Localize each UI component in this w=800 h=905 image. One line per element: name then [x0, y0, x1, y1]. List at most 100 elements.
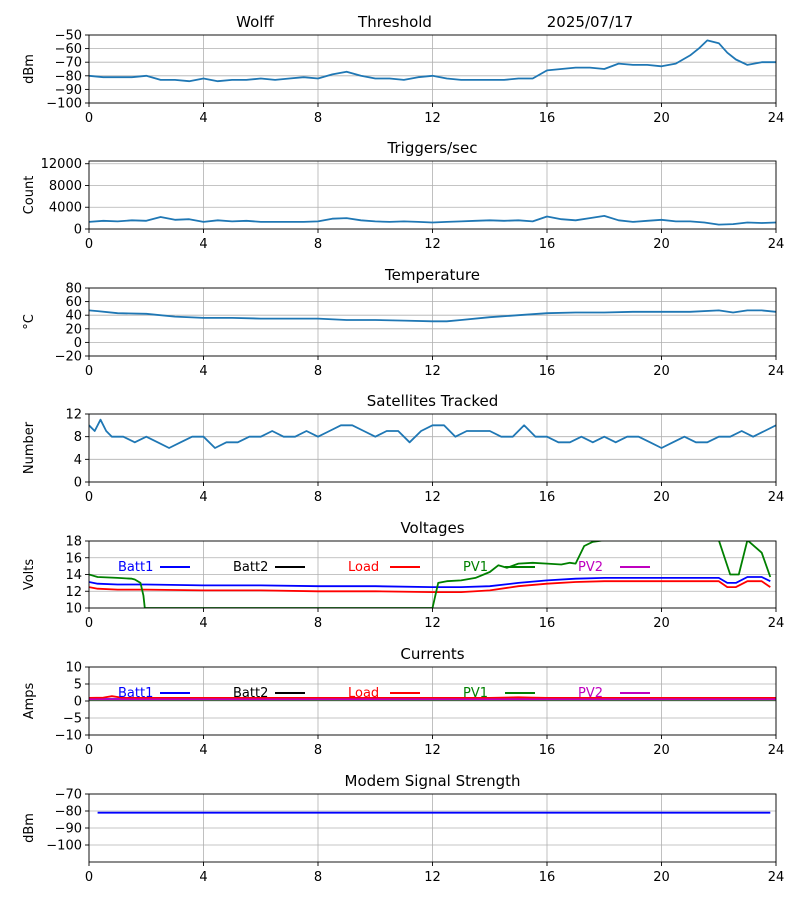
panel-satellites: 0 4 8 12 16 20 24 0 4 8 12 Number Satellites Tracked [22, 392, 784, 505]
series-line-0 [89, 214, 776, 226]
y-axis-label: Number [22, 421, 37, 474]
grid-lines [88, 34, 777, 104]
panel-title: Triggers/sec [387, 139, 478, 157]
legend-entry-batt2: Batt2 [233, 560, 305, 575]
mode-label: Threshold [357, 13, 432, 31]
x-tick-label: 20 [653, 490, 670, 505]
legend-label: Batt1 [118, 560, 153, 575]
y-tick-label: −70 [55, 56, 82, 71]
x-tick-label: 0 [85, 237, 93, 252]
legend-label: Load [348, 686, 379, 701]
date-label: 2025/07/17 [547, 13, 633, 31]
x-tick-label: 0 [85, 364, 93, 379]
x-tick-label: 24 [768, 743, 785, 758]
x-tick-label: 4 [199, 743, 207, 758]
legend-label: PV1 [463, 560, 488, 575]
x-tick-label: 16 [539, 743, 556, 758]
y-tick-label: 12 [65, 408, 82, 423]
x-tick-label: 8 [314, 364, 322, 379]
grid-lines [88, 666, 777, 736]
series-line-0 [89, 309, 776, 323]
panel-title: Temperature [384, 266, 480, 284]
x-tick-label: 4 [199, 490, 207, 505]
legend-entry-load: Load [348, 686, 420, 701]
station-name: Wolff [236, 13, 274, 31]
y-tick-label: −50 [55, 29, 82, 44]
x-tick-label: 4 [199, 237, 207, 252]
x-tick-label: 20 [653, 870, 670, 885]
grid-lines [88, 413, 777, 483]
legend-entry-batt1: Batt1 [118, 560, 190, 575]
x-tick-label: 8 [314, 237, 322, 252]
x-tick-label: 24 [768, 616, 785, 631]
grid-lines [88, 540, 777, 609]
y-tick-label: −20 [55, 350, 82, 365]
x-tick-label: 16 [539, 490, 556, 505]
y-tick-label: 0 [74, 476, 82, 491]
x-tick-label: 16 [539, 237, 556, 252]
y-axis-label: dBm [22, 813, 37, 843]
y-tick-label: 0 [74, 223, 82, 238]
y-tick-label: 8 [74, 430, 82, 445]
y-tick-label: −80 [55, 69, 82, 84]
y-tick-label: 4 [74, 453, 82, 468]
x-tick-label: 4 [199, 111, 207, 126]
y-tick-label: 40 [65, 309, 82, 324]
panel-title: Modem Signal Strength [345, 772, 521, 790]
x-tick-label: 8 [314, 870, 322, 885]
legend-entry-pv2: PV2 [578, 560, 650, 575]
legend-entry-load: Load [348, 560, 420, 575]
x-tick-label: 8 [314, 616, 322, 631]
panel-threshold: 0 4 8 12 16 20 24 −100−90−80−70−60−50 dBm [22, 29, 784, 127]
x-tick-label: 12 [424, 237, 441, 252]
y-tick-label: 16 [65, 551, 82, 566]
y-axis-label: Volts [22, 559, 37, 591]
y-tick-label: 18 [65, 535, 82, 550]
legend-entry-batt2: Batt2 [233, 686, 305, 701]
y-tick-label: 12000 [41, 157, 82, 172]
x-tick-label: 12 [424, 870, 441, 885]
series-line-load [89, 695, 776, 699]
panel-title: Currents [400, 645, 464, 663]
x-tick-label: 8 [314, 111, 322, 126]
x-tick-label: 16 [539, 111, 556, 126]
legend-entry-batt1: Batt1 [118, 686, 190, 701]
series-line-0 [89, 418, 776, 449]
series-line-0 [89, 39, 776, 83]
y-tick-label: −70 [55, 788, 82, 803]
legend-entry-pv1: PV1 [463, 686, 535, 701]
x-tick-label: 20 [653, 743, 670, 758]
legend-entry-pv1: PV1 [463, 560, 535, 575]
x-tick-label: 12 [424, 490, 441, 505]
x-tick-label: 12 [424, 111, 441, 126]
x-tick-label: 4 [199, 364, 207, 379]
x-tick-label: 20 [653, 111, 670, 126]
y-tick-label: 12 [65, 585, 82, 600]
y-tick-label: −80 [55, 805, 82, 820]
x-tick-label: 12 [424, 364, 441, 379]
y-tick-label: 14 [65, 568, 82, 583]
y-tick-label: 5 [74, 678, 82, 693]
y-tick-label: 10 [65, 602, 82, 617]
x-tick-label: 4 [199, 616, 207, 631]
x-tick-label: 8 [314, 490, 322, 505]
panel-triggers: 0 4 8 12 16 20 24 0 4000 8000 12000 Count Triggers/s… [22, 139, 784, 252]
legend-label: Load [348, 560, 379, 575]
y-tick-label: 4000 [49, 201, 82, 216]
legend-label: PV2 [578, 560, 603, 575]
x-tick-label: 0 [85, 743, 93, 758]
x-tick-label: 16 [539, 364, 556, 379]
y-tick-label: 8000 [49, 179, 82, 194]
x-tick-label: 20 [653, 616, 670, 631]
y-tick-label: −60 [55, 42, 82, 57]
y-tick-label: 60 [65, 295, 82, 310]
x-tick-label: 24 [768, 364, 785, 379]
legend-label: PV2 [578, 686, 603, 701]
x-tick-label: 24 [768, 870, 785, 885]
y-tick-label: −90 [55, 83, 82, 98]
series-line-batt1 [89, 576, 771, 588]
